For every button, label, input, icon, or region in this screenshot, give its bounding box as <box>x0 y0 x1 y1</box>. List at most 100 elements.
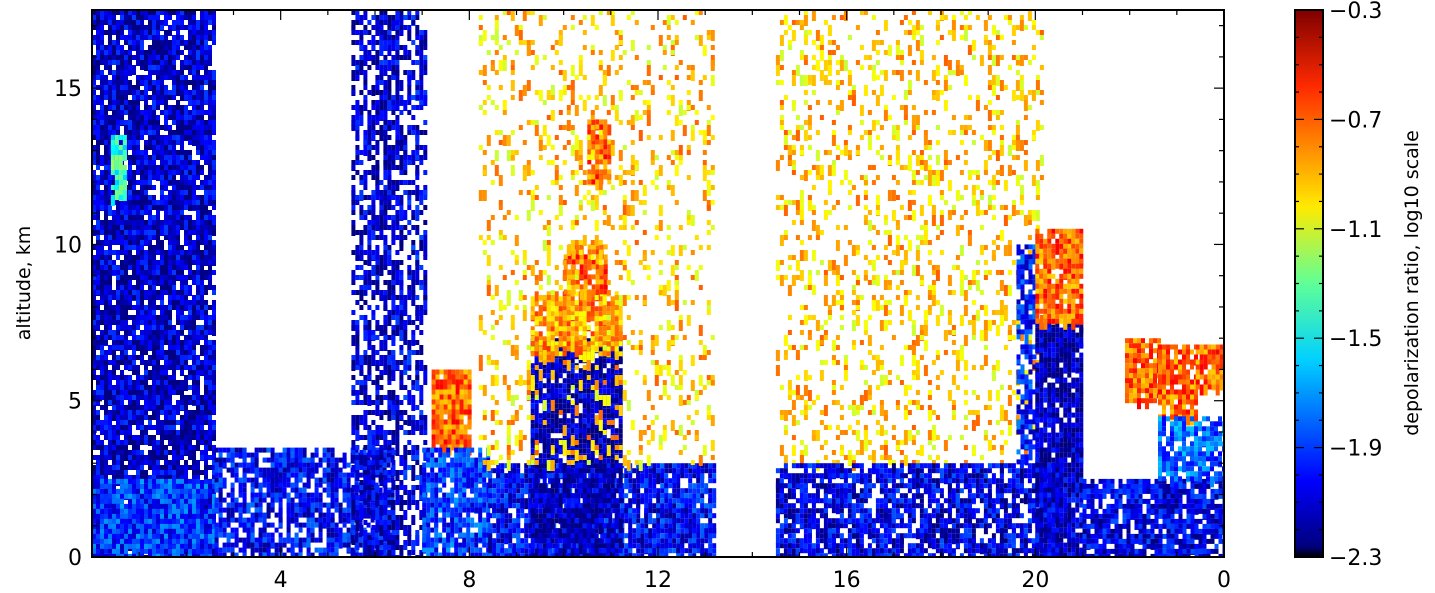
heatmap-cell <box>124 483 128 489</box>
heatmap-cell <box>262 537 267 543</box>
heatmap-cell <box>92 10 96 15</box>
heatmap-cell <box>92 170 96 175</box>
heatmap-cell <box>208 315 212 320</box>
heatmap-cell <box>116 533 120 539</box>
heatmap-cell <box>92 175 96 180</box>
heatmap-cell <box>379 65 384 70</box>
heatmap-cell <box>214 457 219 463</box>
heatmap-cell <box>100 245 104 250</box>
heatmap-cell <box>168 320 172 325</box>
heatmap-cell <box>192 365 196 370</box>
heatmap-cell <box>136 180 140 185</box>
heatmap-cell <box>116 385 120 390</box>
heatmap-cell <box>188 455 192 460</box>
heatmap-cell <box>96 305 100 310</box>
heatmap-cell <box>132 390 136 395</box>
heatmap-cell <box>176 140 180 145</box>
heatmap-cell <box>262 482 267 488</box>
heatmap-cell <box>96 483 100 489</box>
heatmap-cell <box>387 510 392 515</box>
heatmap-cell <box>120 300 124 305</box>
heatmap-cell <box>188 320 192 331</box>
heatmap-cell <box>140 483 144 489</box>
heatmap-cell <box>104 60 108 65</box>
heatmap-cell <box>176 245 180 250</box>
heatmap-cell <box>366 502 371 508</box>
heatmap-cell <box>180 220 184 225</box>
heatmap-cell <box>140 385 144 390</box>
heatmap-cell <box>112 210 116 215</box>
heatmap-cell <box>110 150 115 155</box>
heatmap-cell <box>144 220 148 225</box>
heatmap-cell <box>148 493 152 499</box>
heatmap-cell <box>375 290 380 295</box>
heatmap-cell <box>136 420 140 425</box>
heatmap-cell <box>180 20 184 25</box>
heatmap-cell <box>104 50 108 55</box>
heatmap-cell <box>92 265 96 270</box>
heatmap-cell <box>136 280 140 285</box>
heatmap-cell <box>184 150 188 155</box>
heatmap-cell <box>188 60 192 65</box>
heatmap-cell <box>168 498 172 504</box>
heatmap-cell <box>238 507 243 513</box>
heatmap-cell <box>391 145 396 150</box>
heatmap-cell <box>383 485 388 496</box>
heatmap-cell <box>172 245 176 250</box>
heatmap-cell <box>262 552 267 557</box>
heatmap-cell <box>192 80 196 85</box>
heatmap-cell <box>278 467 283 473</box>
heatmap-cell <box>172 240 176 245</box>
heatmap-cell <box>160 255 164 260</box>
heatmap-cell <box>92 195 96 200</box>
heatmap-cell <box>96 75 100 80</box>
heatmap-cell <box>172 465 176 470</box>
heatmap-cell <box>383 15 388 20</box>
heatmap-cell <box>346 517 351 523</box>
heatmap-cell <box>172 10 176 15</box>
heatmap-cell <box>128 245 132 250</box>
heatmap-cell <box>156 20 160 25</box>
heatmap-cell <box>112 493 116 499</box>
heatmap-cell <box>140 350 144 355</box>
heatmap-cell <box>168 265 172 270</box>
heatmap-cell <box>355 545 360 550</box>
heatmap-cell <box>114 135 119 140</box>
heatmap-cell <box>350 532 355 544</box>
heatmap-cell <box>122 140 127 145</box>
heatmap-cell <box>120 240 124 245</box>
heatmap-cell <box>379 110 384 121</box>
heatmap-cell <box>104 125 108 136</box>
heatmap-cell <box>112 220 116 225</box>
heatmap-cell <box>200 405 204 410</box>
heatmap-cell <box>355 500 360 505</box>
heatmap-cell <box>212 25 216 30</box>
heatmap-cell <box>387 100 392 111</box>
heatmap-cell <box>403 460 408 471</box>
heatmap-cell <box>136 110 140 115</box>
heatmap-cell <box>112 503 116 515</box>
heatmap-cell <box>399 295 404 300</box>
heatmap-cell <box>188 533 192 539</box>
heatmap-cell <box>180 245 184 250</box>
heatmap-cell <box>371 205 376 210</box>
heatmap-cell <box>391 165 396 170</box>
heatmap-cell <box>387 395 392 400</box>
heatmap-cell <box>262 542 267 548</box>
heatmap-cell <box>116 40 120 45</box>
heatmap-cell <box>122 165 127 170</box>
heatmap-cell <box>399 425 404 430</box>
heatmap-cell <box>152 488 156 494</box>
heatmap-cell <box>176 80 180 85</box>
heatmap-cell <box>184 533 188 539</box>
heatmap-cell <box>391 335 396 346</box>
heatmap-cell <box>160 335 164 340</box>
heatmap-cell <box>192 410 196 415</box>
heatmap-cell <box>188 415 192 420</box>
heatmap-cell <box>395 165 400 170</box>
heatmap-cell <box>184 528 188 534</box>
heatmap-cell <box>375 40 380 45</box>
heatmap-cell <box>124 475 128 480</box>
heatmap-cell <box>192 185 196 190</box>
heatmap-cell <box>314 477 319 483</box>
